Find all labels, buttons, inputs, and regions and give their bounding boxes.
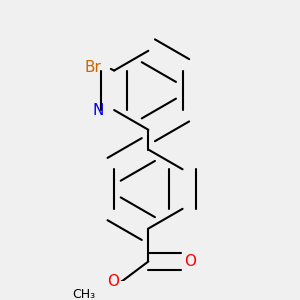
Text: Br: Br	[84, 60, 101, 75]
Text: N: N	[93, 103, 104, 118]
Text: CH₃: CH₃	[73, 288, 96, 300]
Text: O: O	[107, 274, 119, 289]
Text: O: O	[184, 254, 196, 269]
